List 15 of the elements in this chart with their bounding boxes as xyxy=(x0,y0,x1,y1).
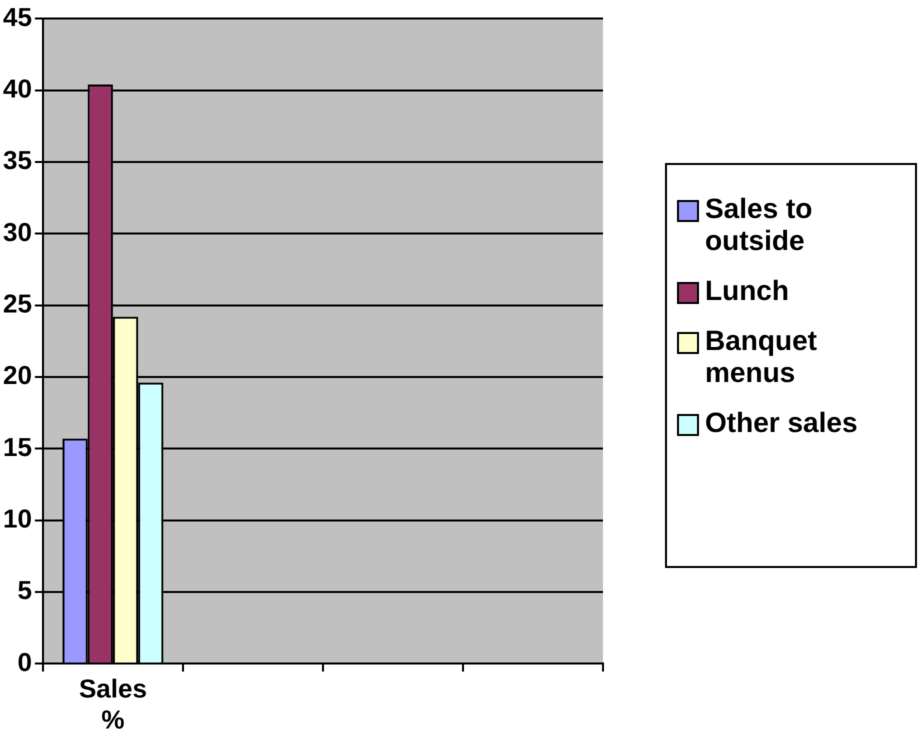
y-tick-label: 20 xyxy=(3,360,32,390)
x-tick-label: Sales % xyxy=(78,673,147,735)
y-tick-label: 30 xyxy=(3,216,32,247)
y-tick-label: 15 xyxy=(3,432,32,462)
legend-label: Lunch xyxy=(705,275,789,307)
y-tick-label: 40 xyxy=(3,73,32,104)
y-tick-label: 0 xyxy=(17,646,32,677)
legend-label: Other sales xyxy=(705,407,858,439)
y-tick-label: 35 xyxy=(3,145,32,176)
y-tick-label: 10 xyxy=(3,503,32,534)
y-tick-label: 45 xyxy=(3,2,32,32)
y-tick-label: 25 xyxy=(3,288,32,318)
legend-label: Banquet menus xyxy=(705,325,818,389)
legend-label: Sales to outside xyxy=(705,193,814,257)
y-tick-label: 5 xyxy=(17,575,32,606)
